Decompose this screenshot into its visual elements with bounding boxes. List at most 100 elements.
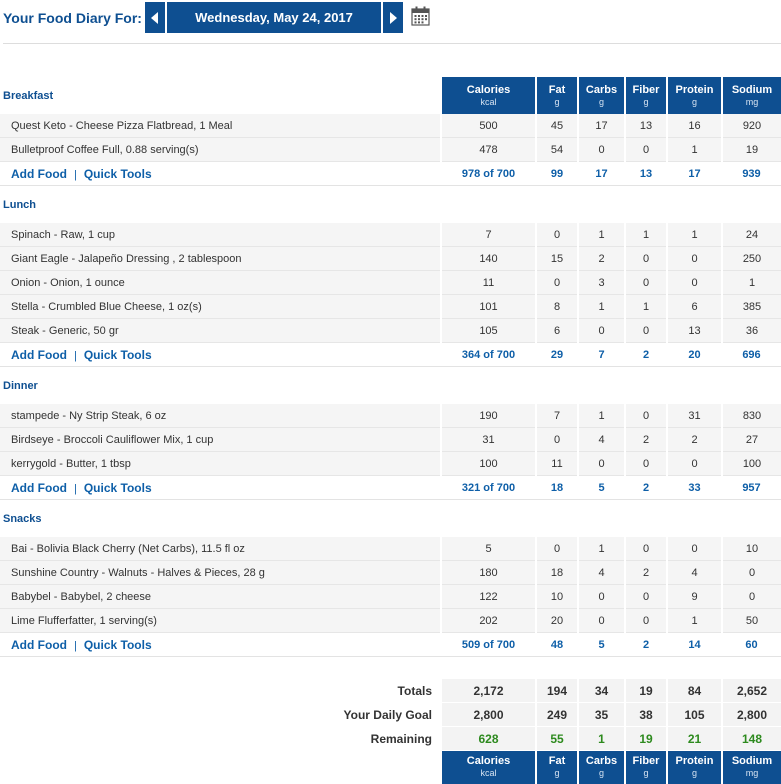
column-unit: g	[691, 768, 697, 779]
food-entry-row[interactable]: Spinach - Raw, 1 cup 7 0 1 1 1 24	[0, 223, 781, 247]
food-carbs: 1	[577, 404, 625, 428]
column-unit: g	[598, 768, 604, 779]
food-name[interactable]: Stella - Crumbled Blue Cheese, 1 oz(s)	[0, 294, 441, 319]
food-entry-row[interactable]: Bulletproof Coffee Full, 0.88 serving(s)…	[0, 137, 781, 162]
summary-totals-calories: 2,172	[440, 679, 536, 703]
add-food-link[interactable]: Add Food	[11, 637, 67, 652]
food-sodium: 27	[721, 427, 781, 452]
meal-total-fat: 48	[536, 632, 578, 657]
food-carbs: 2	[577, 246, 625, 271]
previous-day-button[interactable]	[145, 2, 167, 33]
food-entry-row[interactable]: Lime Flufferfatter, 1 serving(s) 202 20 0 0 1…	[0, 608, 781, 633]
column-label: Sodium	[731, 83, 773, 96]
column-header-fiber: Fiber g	[624, 750, 667, 784]
food-name[interactable]: Quest Keto - Cheese Pizza Flatbread, 1 M…	[0, 114, 441, 138]
food-name[interactable]: Spinach - Raw, 1 cup	[0, 223, 441, 247]
quick-tools-link[interactable]: Quick Tools	[83, 637, 152, 652]
column-header-sodium: Sodium mg	[721, 750, 781, 784]
food-name[interactable]: stampede - Ny Strip Steak, 6 oz	[0, 404, 441, 428]
add-food-link[interactable]: Add Food	[11, 347, 67, 362]
current-date[interactable]: Wednesday, May 24, 2017	[195, 10, 353, 25]
food-name[interactable]: Sunshine Country - Walnuts - Halves & Pi…	[0, 560, 441, 585]
next-day-button[interactable]	[381, 2, 403, 33]
food-entry-row[interactable]: stampede - Ny Strip Steak, 6 oz 190 7 1 0 31 8…	[0, 404, 781, 428]
food-entry-row[interactable]: Onion - Onion, 1 ounce 11 0 3 0 0 1	[0, 270, 781, 295]
food-entry-row[interactable]: Stella - Crumbled Blue Cheese, 1 oz(s) 10…	[0, 294, 781, 319]
food-name[interactable]: Bai - Bolivia Black Cherry (Net Carbs), …	[0, 537, 441, 561]
food-sodium: 36	[721, 318, 781, 343]
add-food-link[interactable]: Add Food	[11, 166, 67, 181]
food-name[interactable]: Giant Eagle - Jalapeño Dressing , 2 tabl…	[0, 246, 441, 271]
column-unit: g	[598, 96, 604, 107]
food-fiber: 13	[624, 114, 667, 138]
column-unit: g	[554, 96, 560, 107]
link-separator: |	[73, 482, 77, 495]
food-entry-row[interactable]: kerrygold - Butter, 1 tbsp 100 11 0 0 0 100	[0, 451, 781, 476]
food-calories: 7	[440, 223, 536, 247]
food-fiber: 0	[624, 584, 667, 609]
meal-total-protein: 17	[667, 161, 722, 186]
column-label: Calories	[466, 83, 511, 96]
food-entry-row[interactable]: Birdseye - Broccoli Cauliflower Mix, 1 c…	[0, 427, 781, 452]
food-calories: 140	[440, 246, 536, 271]
column-unit: g	[643, 96, 649, 107]
food-entry-row[interactable]: Bai - Bolivia Black Cherry (Net Carbs), …	[0, 537, 781, 561]
calendar-icon[interactable]	[411, 6, 430, 26]
food-entry-row[interactable]: Steak - Generic, 50 gr 105 6 0 0 13 36	[0, 318, 781, 343]
food-name[interactable]: Onion - Onion, 1 ounce	[0, 270, 441, 295]
food-name[interactable]: Birdseye - Broccoli Cauliflower Mix, 1 c…	[0, 427, 441, 452]
meal-total-protein: 33	[667, 475, 722, 500]
food-carbs: 4	[577, 560, 625, 585]
food-protein: 1	[666, 223, 722, 247]
food-fat: 20	[535, 608, 578, 633]
summary-remaining-sodium: 148	[721, 726, 781, 751]
food-protein: 4	[666, 560, 722, 585]
meal-total-sodium: 939	[722, 161, 781, 186]
food-fiber: 0	[624, 608, 667, 633]
food-entry-row[interactable]: Giant Eagle - Jalapeño Dressing , 2 tabl…	[0, 246, 781, 271]
food-name[interactable]: kerrygold - Butter, 1 tbsp	[0, 451, 441, 476]
summary-row-remaining: Remaining 628 55 1 19 21 148	[0, 726, 781, 751]
food-name[interactable]: Lime Flufferfatter, 1 serving(s)	[0, 608, 441, 633]
food-calories: 31	[440, 427, 536, 452]
meal-total-fat: 18	[536, 475, 578, 500]
column-label: Fiber	[632, 83, 660, 96]
meal-header-row: Lunch	[0, 186, 781, 224]
food-name[interactable]: Bulletproof Coffee Full, 0.88 serving(s)	[0, 137, 441, 162]
food-fat: 18	[535, 560, 578, 585]
divider	[3, 43, 781, 44]
food-sodium: 10	[721, 537, 781, 561]
column-unit: mg	[745, 768, 759, 779]
meal-header-row: Snacks	[0, 500, 781, 538]
quick-tools-link[interactable]: Quick Tools	[83, 166, 152, 181]
food-entry-row[interactable]: Babybel - Babybel, 2 cheese 122 10 0 0 9 0	[0, 584, 781, 609]
food-fat: 6	[535, 318, 578, 343]
food-entry-row[interactable]: Quest Keto - Cheese Pizza Flatbread, 1 M…	[0, 114, 781, 138]
food-protein: 1	[666, 608, 722, 633]
food-fiber: 1	[624, 294, 667, 319]
meal-title-breakfast: Breakfast	[3, 89, 54, 102]
column-label: Protein	[675, 755, 714, 768]
column-header-protein: Protein g	[666, 77, 722, 114]
food-sodium: 920	[721, 114, 781, 138]
food-sodium: 50	[721, 608, 781, 633]
food-sodium: 1	[721, 270, 781, 295]
add-food-link[interactable]: Add Food	[11, 480, 67, 495]
food-protein: 13	[666, 318, 722, 343]
column-header-protein: Protein g	[666, 750, 722, 784]
food-name[interactable]: Steak - Generic, 50 gr	[0, 318, 441, 343]
summary-remaining-carbs: 1	[577, 726, 625, 751]
food-carbs: 17	[577, 114, 625, 138]
quick-tools-link[interactable]: Quick Tools	[83, 480, 152, 495]
meal-actions: Add Food | Quick Tools	[0, 632, 441, 657]
column-header-calories: Calories kcal	[440, 750, 536, 784]
food-entry-row[interactable]: Sunshine Country - Walnuts - Halves & Pi…	[0, 560, 781, 585]
food-name[interactable]: Babybel - Babybel, 2 cheese	[0, 584, 441, 609]
food-fiber: 0	[624, 537, 667, 561]
quick-tools-link[interactable]: Quick Tools	[83, 347, 152, 362]
food-fiber: 0	[624, 270, 667, 295]
link-separator: |	[73, 639, 77, 652]
food-calories: 101	[440, 294, 536, 319]
meal-total-sodium: 60	[722, 632, 781, 657]
link-separator: |	[73, 168, 77, 181]
